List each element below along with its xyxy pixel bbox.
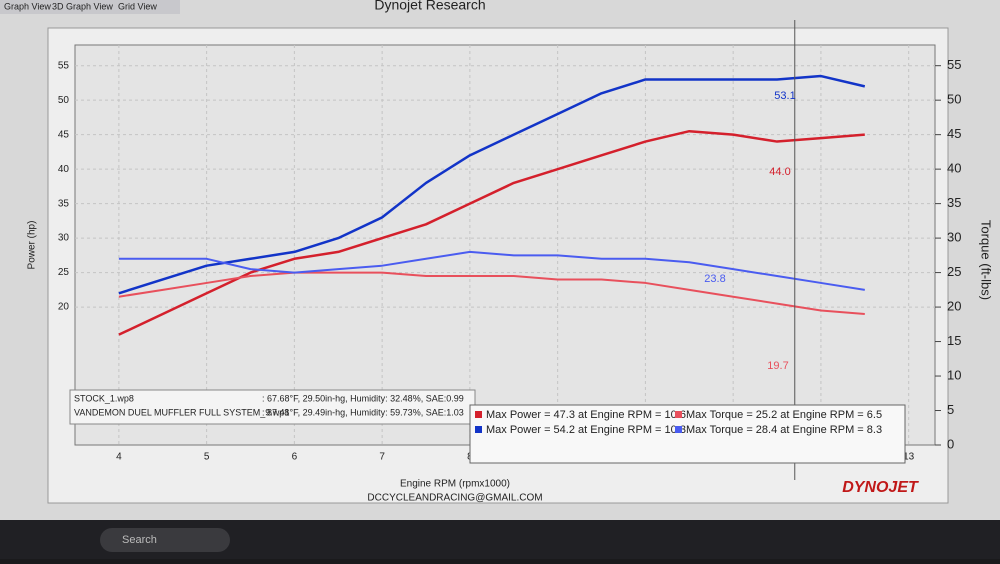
footer: DCCYCLEANDRACING@GMAIL.COM [367, 493, 542, 504]
y2-tick-label: 25 [947, 264, 961, 279]
x-tick-label: 4 [116, 452, 122, 463]
y-tick-label: 35 [58, 198, 70, 209]
search-box[interactable] [100, 528, 230, 552]
y2-tick-label: 55 [947, 57, 961, 72]
y-tick-label: 45 [58, 129, 70, 140]
y2-tick-label: 30 [947, 230, 961, 245]
annotation: 23.8 [704, 273, 725, 285]
y-tick-label: 20 [58, 302, 70, 313]
x-axis-label: Engine RPM (rpmx1000) [400, 479, 510, 490]
legend-label: Max Torque = 28.4 at Engine RPM = 8.3 [686, 424, 882, 436]
y2-tick-label: 5 [947, 402, 954, 417]
run-box [69, 389, 476, 425]
y-tick-label: 50 [58, 95, 70, 106]
tab-strip [0, 0, 180, 14]
y2-tick-label: 50 [947, 92, 961, 107]
y2-tick-label: 45 [947, 126, 961, 141]
chart-title: Dynojet Research [374, 0, 485, 13]
run-conditions: : 87.41°F, 29.49in-hg, Humidity: 59.73%,… [262, 407, 464, 417]
series-line [118, 74, 866, 295]
y-tick-label: 40 [58, 164, 70, 175]
plot: 4567891011121320253035404550550510152025… [58, 20, 961, 480]
y-tick-label: 30 [58, 233, 70, 244]
tab[interactable]: Grid View [118, 1, 157, 11]
y-tick-label: 25 [58, 267, 70, 278]
y2-tick-label: 10 [947, 367, 961, 382]
series-line [118, 250, 865, 291]
y2-tick-label: 40 [947, 161, 961, 176]
y2-tick-label: 35 [947, 195, 961, 210]
legend [469, 404, 906, 464]
plot-area [74, 44, 936, 446]
annotation: 19.7 [767, 360, 788, 372]
y2-axis-label: Torque (ft-lbs) [979, 220, 994, 300]
legend-label: Max Power = 47.3 at Engine RPM = 10.6 [486, 409, 686, 421]
run-file: STOCK_1.wp8 [74, 393, 134, 403]
tab[interactable]: Graph View [4, 1, 51, 11]
tab[interactable]: 3D Graph View [52, 1, 113, 11]
y2-tick-label: 15 [947, 333, 961, 348]
x-tick-label: 5 [204, 452, 210, 463]
search-text[interactable]: Search [122, 534, 157, 546]
x-tick-label: 7 [379, 452, 385, 463]
legend-swatch [675, 426, 682, 433]
legend-label: Max Power = 54.2 at Engine RPM = 10.3 [486, 424, 686, 436]
logo: DYNOJET [842, 479, 919, 496]
y2-tick-label: 20 [947, 299, 961, 314]
legend-label: Max Torque = 25.2 at Engine RPM = 6.5 [686, 409, 882, 421]
series-line [118, 271, 865, 315]
x-tick-label: 6 [292, 452, 298, 463]
series-line [118, 129, 865, 336]
legend-swatch [475, 411, 482, 418]
legend-swatch [475, 426, 482, 433]
legend-swatch [675, 411, 682, 418]
run-file: VANDEMON DUEL MUFFLER FULL SYSTEM_9.wp8 [74, 407, 289, 417]
y-tick-label: 55 [58, 60, 70, 71]
y-axis-label: Power (hp) [27, 221, 38, 270]
run-conditions: : 67.68°F, 29.50in-hg, Humidity: 32.48%,… [262, 393, 464, 403]
y2-tick-label: 0 [947, 436, 954, 451]
annotation: 53.1 [774, 90, 795, 102]
annotation: 44.0 [769, 166, 790, 178]
x-tick-label: 13 [903, 452, 915, 463]
